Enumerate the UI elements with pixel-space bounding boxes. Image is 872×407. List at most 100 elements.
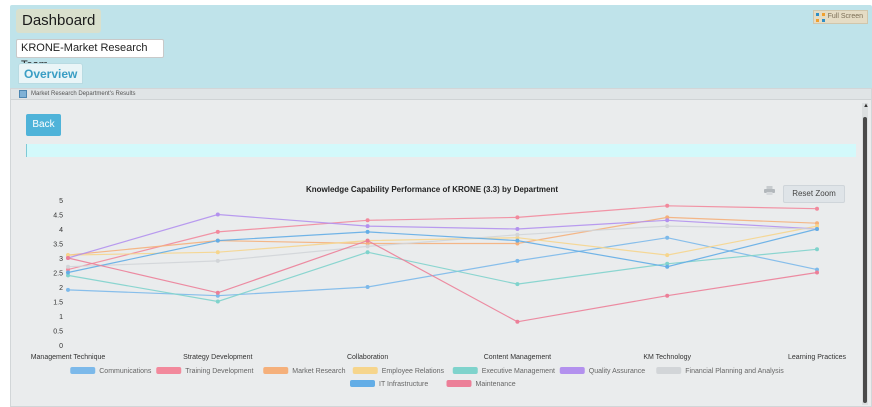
y-tick-label: 5 — [59, 198, 63, 205]
data-point — [215, 290, 220, 295]
fullscreen-icon — [815, 12, 825, 22]
data-point — [815, 267, 819, 272]
info-bar — [26, 144, 856, 157]
data-point — [365, 250, 370, 255]
legend-swatch — [446, 380, 472, 387]
data-point — [66, 270, 70, 275]
y-tick-label: 3 — [59, 256, 63, 263]
reset-zoom-button[interactable]: Reset Zoom — [783, 185, 845, 203]
data-point — [66, 256, 70, 260]
panel-title: Market Research Department's Results — [31, 91, 136, 97]
data-point — [515, 319, 520, 324]
data-point — [665, 253, 670, 258]
scrollbar-thumb[interactable] — [863, 117, 867, 403]
data-point — [66, 267, 70, 272]
data-point — [66, 253, 70, 258]
fullscreen-label: Full Screen — [827, 13, 863, 20]
series-line — [67, 225, 818, 256]
legend-label: Executive Management — [482, 368, 555, 375]
data-point — [365, 224, 370, 229]
data-point — [515, 215, 520, 220]
data-point — [215, 229, 220, 234]
data-point — [515, 235, 520, 240]
legend-label: Training Development — [185, 368, 253, 375]
series-line — [67, 216, 818, 256]
y-tick-label: 4.5 — [53, 213, 63, 220]
data-point — [515, 238, 520, 243]
legend-label: Employee Relations — [382, 368, 445, 375]
x-tick-label: Strategy Development — [183, 354, 252, 361]
data-point — [815, 221, 819, 226]
data-point — [665, 264, 670, 269]
x-tick-label: Management Technique — [31, 354, 106, 361]
data-point — [665, 203, 670, 208]
legend-label: Maintenance — [476, 381, 516, 388]
legend-label: Communications — [99, 368, 152, 375]
data-point — [215, 293, 220, 298]
data-point — [365, 238, 370, 243]
data-point — [365, 285, 370, 289]
tab-overview[interactable]: Overview — [18, 63, 84, 84]
data-point — [215, 299, 220, 304]
report-icon — [19, 90, 27, 98]
chart-title: Knowledge Capability Performance of KRON… — [306, 185, 558, 194]
print-icon[interactable] — [764, 186, 775, 195]
y-tick-label: 2.5 — [53, 271, 63, 278]
legend-swatch — [656, 367, 682, 374]
data-point — [815, 247, 819, 252]
y-tick-label: 0.5 — [53, 329, 63, 336]
data-point — [66, 273, 70, 278]
legend-swatch — [452, 367, 478, 374]
data-point — [515, 282, 520, 287]
back-button[interactable]: Back — [26, 114, 61, 136]
y-tick-label: 2 — [59, 285, 63, 292]
legend-swatch — [352, 367, 378, 374]
legend-label: Financial Planning and Analysis — [685, 368, 784, 375]
data-point — [66, 287, 70, 292]
y-tick-label: 3.5 — [53, 242, 63, 249]
data-point — [365, 241, 370, 246]
data-point — [515, 232, 520, 237]
y-tick-label: 1.5 — [53, 300, 63, 307]
legend-label: IT Infrastructure — [379, 381, 428, 388]
series-line — [67, 228, 818, 274]
data-point — [215, 258, 220, 263]
x-tick-label: Collaboration — [347, 354, 388, 361]
team-select[interactable]: KRONE-Market Research Team▼ — [16, 39, 164, 71]
data-point — [665, 224, 670, 229]
legend-swatch — [263, 367, 289, 374]
data-point — [815, 270, 819, 275]
page-title: Dashboard — [16, 9, 102, 33]
series-line — [67, 205, 818, 271]
data-point — [215, 250, 220, 255]
data-point — [665, 215, 670, 220]
data-point — [665, 235, 670, 240]
legend-label: Market Research — [292, 368, 345, 375]
data-point — [215, 212, 220, 217]
y-tick-label: 0 — [59, 343, 63, 350]
data-point — [365, 244, 370, 249]
legend-swatch — [70, 367, 96, 374]
scroll-up-icon[interactable]: ▲ — [863, 103, 869, 109]
legend-swatch — [156, 367, 182, 374]
data-point — [365, 229, 370, 234]
series-line — [67, 239, 818, 323]
data-point — [665, 293, 670, 298]
scrollbar[interactable] — [862, 103, 868, 405]
panel-header: Market Research Department's Results — [11, 89, 871, 100]
fullscreen-button[interactable]: Full Screen — [812, 10, 868, 24]
data-point — [815, 227, 819, 231]
y-tick-label: 4 — [59, 227, 63, 234]
data-point — [815, 224, 819, 229]
y-tick-label: 1 — [59, 314, 63, 321]
x-tick-label: Learning Practices — [788, 354, 846, 361]
legend-label: Quality Assurance — [589, 368, 646, 375]
x-tick-label: KM Technology — [643, 354, 691, 361]
series-line — [67, 225, 818, 268]
data-point — [215, 238, 220, 243]
data-point — [515, 227, 520, 231]
series-line — [67, 213, 818, 259]
series-line — [67, 237, 818, 297]
data-point — [665, 261, 670, 266]
